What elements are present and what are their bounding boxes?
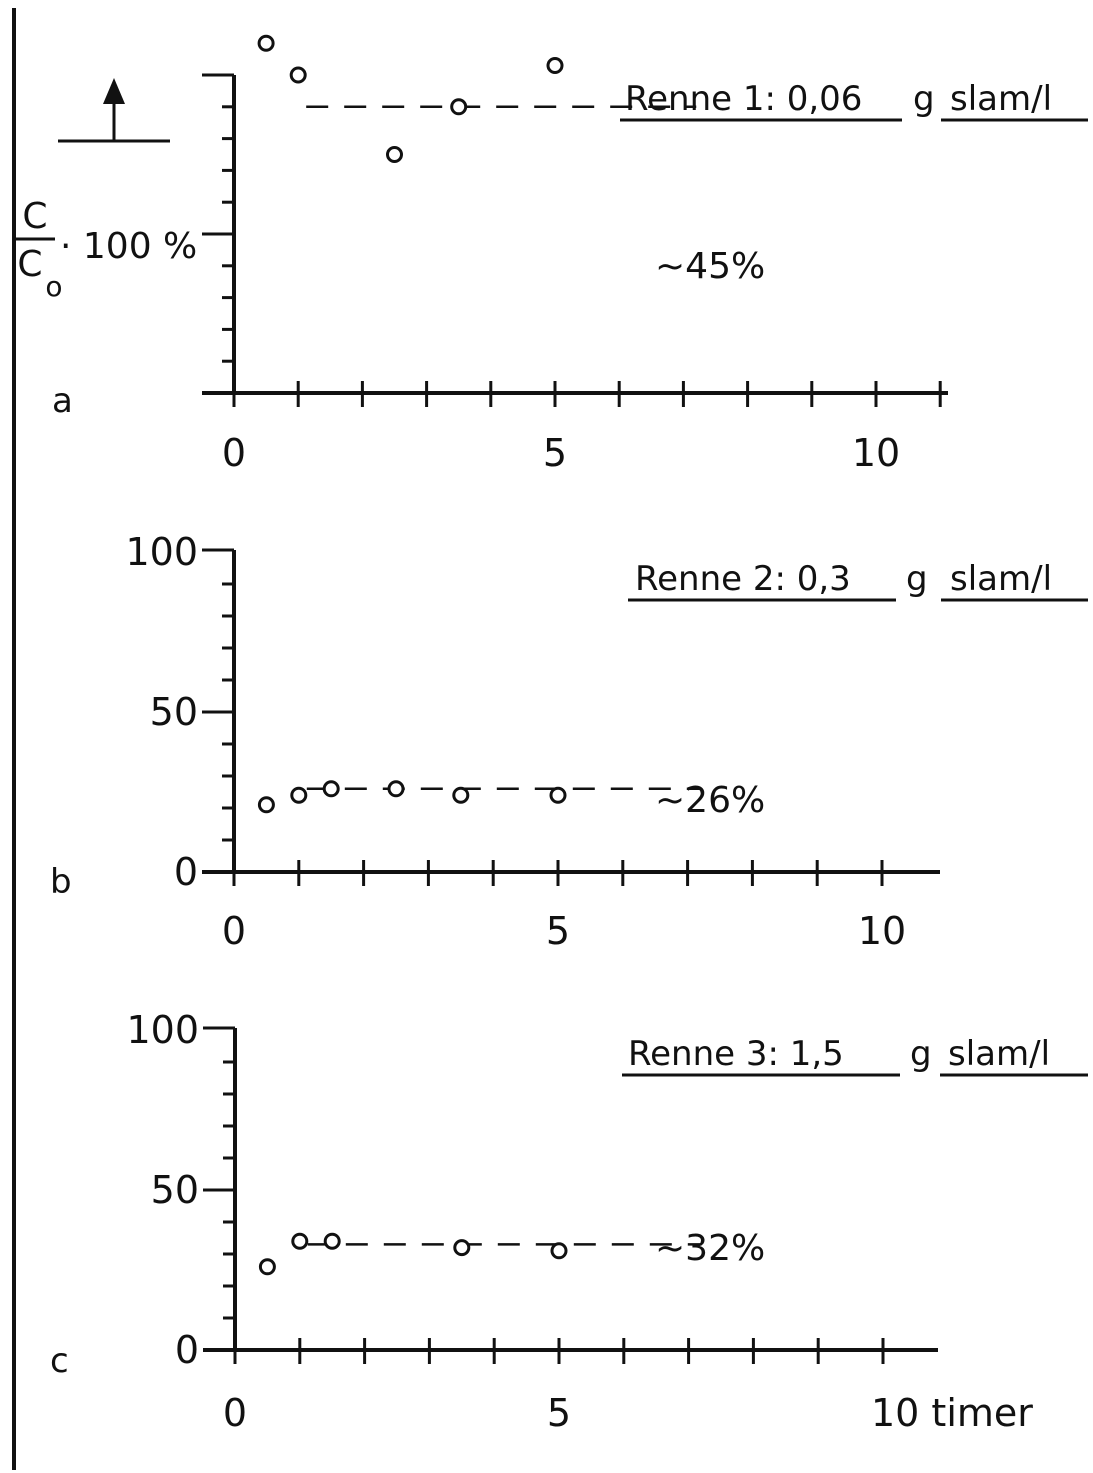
panel-title-left: Renne 1: 0,06 — [625, 79, 862, 119]
x-tick-label: 5 — [546, 909, 570, 953]
panel-title-right: slam/l — [950, 559, 1052, 599]
data-point — [450, 98, 468, 116]
panel-title-mid: g — [906, 559, 928, 599]
y-tick-label: 0 — [175, 1328, 199, 1372]
x-tick-label: 0 — [222, 431, 246, 475]
y-tick-label: 100 — [126, 1008, 199, 1052]
y-tick-label: 0 — [174, 850, 198, 894]
data-point — [289, 66, 307, 84]
data-point — [322, 780, 340, 798]
x-tick-label: 10 — [858, 909, 906, 953]
data-point — [550, 1242, 568, 1260]
x-tick-label: 10 — [852, 431, 900, 475]
data-point — [258, 1258, 276, 1276]
y-tick-label: 100 — [125, 530, 198, 574]
result-annotation: ~32% — [655, 1228, 765, 1269]
x-tick-label: 0 — [222, 909, 246, 953]
data-point — [386, 146, 403, 163]
data-point — [452, 786, 470, 804]
data-point — [323, 1232, 341, 1250]
up-arrow-icon — [58, 78, 170, 143]
data-point — [257, 34, 275, 52]
chart-panel-a: Renne 1: 0,06 g slam/l a ~45% 0 5 10 — [52, 34, 1088, 475]
x-tick-label: 5 — [547, 1391, 571, 1435]
data-point — [549, 786, 567, 804]
chart-panel-c: Renne 3: 1,5 g slam/l c ~32% 0 5 10 timer 0… — [50, 1008, 1088, 1435]
panel-title-mid: g — [910, 1034, 932, 1074]
data-point — [257, 796, 275, 814]
x-tick-label: 0 — [223, 1391, 247, 1435]
y-axis-label: C C o · 100 % — [16, 196, 197, 303]
data-point — [290, 786, 308, 804]
x-tick-label: 10 timer — [871, 1391, 1033, 1435]
x-tick-label: 5 — [543, 431, 567, 475]
y-tick-label: 50 — [151, 1168, 199, 1212]
ylabel-numerator: C — [22, 196, 47, 237]
data-point — [546, 56, 564, 74]
panel-title-mid: g — [913, 79, 935, 119]
panel-letter: c — [50, 1341, 69, 1381]
ylabel-denominator-sub: o — [45, 270, 62, 303]
ylabel-denominator: C — [17, 244, 42, 285]
data-point — [387, 780, 405, 798]
ylabel-suffix: · 100 % — [60, 226, 197, 267]
result-annotation: ~45% — [655, 246, 765, 287]
data-point — [453, 1239, 471, 1257]
panel-title-right: slam/l — [950, 79, 1052, 119]
panel-title-left: Renne 2: 0,3 — [635, 559, 851, 599]
panel-letter: b — [50, 862, 72, 902]
panel-title-right: slam/l — [948, 1034, 1050, 1074]
panel-letter: a — [52, 381, 73, 421]
data-point — [291, 1232, 309, 1250]
panel-title-left: Renne 3: 1,5 — [628, 1034, 844, 1074]
result-annotation: ~26% — [655, 780, 765, 821]
y-tick-label: 50 — [150, 690, 198, 734]
